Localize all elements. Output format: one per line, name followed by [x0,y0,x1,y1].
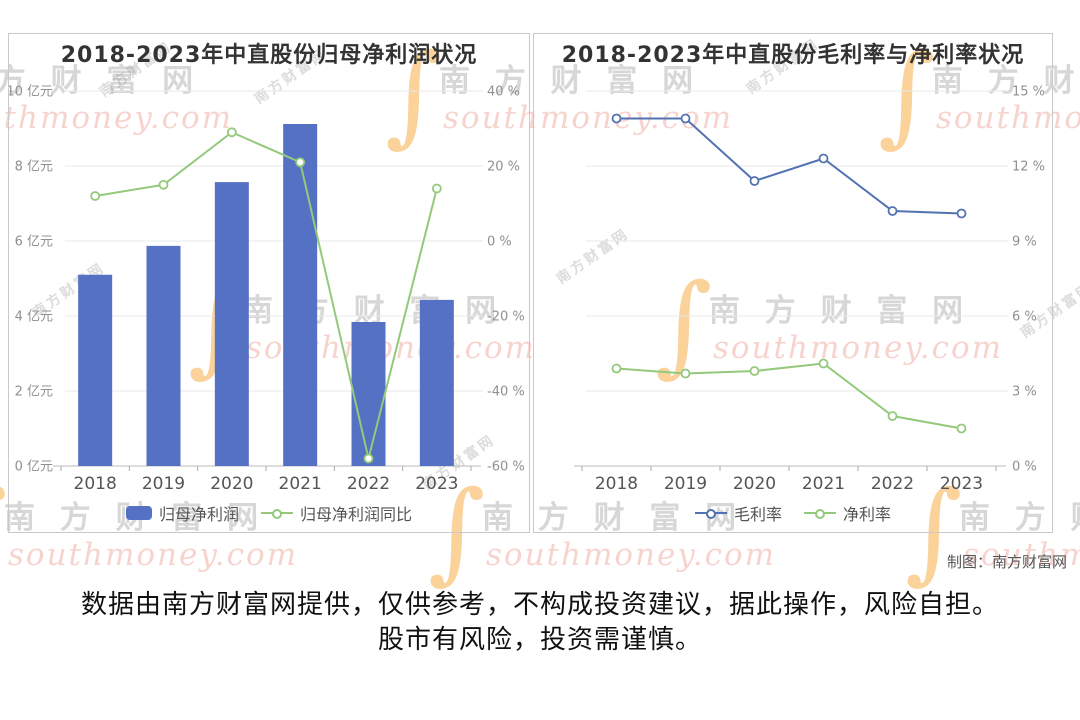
y-axis-label-left: 8 亿元 [15,160,53,175]
line-swatch-icon [694,509,727,519]
marker-归母净利润同比-2019 [158,179,169,190]
y-axis-label-right: 20 % [487,160,520,175]
series-line-归母净利润同比 [95,131,438,459]
y-axis-label-right: 12 % [1012,160,1045,175]
legend-item-net-profit: 归母净利润 [125,501,239,525]
watermark-brand-en: southmoney.com [8,537,299,573]
chart-canvas-margins: 0 % 3 % 6 % 9 % 12 % 15 % 2018 2019 2020 2021 2022… [574,85,1045,494]
x-axis-label: 2020 [210,474,253,494]
y-axis-label-right: 3 % [1012,385,1037,400]
disclaimer-line-2: 股市有风险，投资需谨慎。 [377,625,702,655]
x-axis-label: 2021 [802,474,845,494]
legend-label: 归母净利润同比 [300,505,413,524]
legend-label: 净利率 [843,505,892,524]
line-marker-icon [815,509,825,519]
legend-margins: 毛利率 净利率 [534,501,1052,525]
line-swatch-icon [261,509,293,519]
watermark-s-logo-icon: ∫ [0,476,7,586]
legend-label: 归母净利润 [158,505,239,524]
series-line-净利率 [616,362,962,430]
y-axis-label-left: 6 亿元 [15,235,53,250]
y-axis-label-right: 15 % [1012,85,1045,100]
marker-毛利率-2022 [887,206,898,216]
line-marker-icon [272,509,282,519]
chart-title-margins: 2018-2023年中直股份毛利率与净利率状况 [561,43,1025,68]
marker-归母净利润同比-2022 [363,453,374,464]
marker-毛利率-2021 [818,153,829,164]
x-axis-label: 2023 [415,474,458,494]
marker-净利率-2019 [680,368,691,379]
chart-panel-margins: 2018-2023年中直股份毛利率与净利率状况 0 % 3 % 6 % 9 % 12 %… [533,33,1053,533]
chart-canvas-net-profit: 0 亿元 -60 % 2 亿元 -40 % 4 亿元 -20 % 6 亿元 0 % 8 亿元 20… [9,85,525,495]
x-axis-label: 2022 [871,474,914,494]
x-axis-label: 2022 [347,474,390,494]
y-axis-label-right: -20 % [487,310,525,325]
chart-title-net-profit: 2018-2023年中直股份归母净利润状况 [60,43,478,68]
chart-credit: 制图：南方财富网 [946,553,1067,571]
series-line-毛利率 [616,117,962,215]
marker-净利率-2018 [611,363,622,374]
marker-毛利率-2020 [749,176,760,186]
bar-2023 [419,299,454,466]
marker-归母净利润同比-2023 [431,183,442,194]
y-axis-label-left: 2 亿元 [15,385,53,400]
x-axis-label: 2021 [279,474,322,494]
watermark-brand-en: southmoney.com [486,537,777,573]
x-axis-label: 2019 [664,474,707,494]
marker-毛利率-2019 [680,113,691,124]
x-axis-label: 2019 [142,474,185,494]
line-marker-icon [705,509,716,519]
legend-label: 毛利率 [733,505,782,524]
marker-毛利率-2018 [611,113,622,124]
legend-item-net-margin: 净利率 [804,501,891,525]
y-axis-label-right: 9 % [1012,235,1037,250]
y-axis-label-right: 6 % [1012,310,1037,325]
y-axis-label-right: 0 % [1012,460,1037,475]
marker-归母净利润同比-2021 [295,157,306,168]
y-axis-label-left: 4 亿元 [15,310,53,325]
y-axis-label-left: 0 亿元 [15,460,53,475]
bar-swatch-icon [125,506,152,520]
bar-2021 [283,124,318,466]
legend-item-gross-margin: 毛利率 [694,501,782,525]
x-axis-label: 2018 [595,474,638,494]
y-axis-label-right: -60 % [487,460,525,475]
bar-2018 [78,274,113,466]
bar-2020 [214,182,249,466]
legend-net-profit: 归母净利润 归母净利润同比 [9,501,529,525]
x-axis-label: 2018 [74,474,117,494]
y-axis-label-right: 40 % [487,85,520,100]
marker-毛利率-2023 [956,208,967,219]
y-axis-label-right: -40 % [487,385,525,400]
bar-2022 [351,322,386,466]
line-swatch-icon [804,509,836,519]
disclaimer-line-1: 数据由南方财富网提供，仅供参考，不构成投资建议，据此操作，风险自担。 [80,590,999,620]
x-axis-label: 2020 [733,474,776,494]
chart-panel-net-profit: 2018-2023年中直股份归母净利润状况 0 亿元 -60 % 2 亿元 -40 %… [8,33,530,533]
marker-净利率-2023 [956,423,967,434]
x-axis-label: 2023 [940,474,983,494]
y-axis-label-left: 10 亿元 [9,85,53,100]
marker-归母净利润同比-2018 [90,191,101,201]
y-axis-label-right: 0 % [487,235,512,250]
marker-净利率-2022 [887,411,898,421]
marker-归母净利润同比-2020 [226,127,237,138]
legend-item-net-profit-yoy: 归母净利润同比 [261,501,412,525]
marker-净利率-2021 [818,358,829,369]
marker-净利率-2020 [749,366,760,376]
bar-2019 [146,245,181,466]
